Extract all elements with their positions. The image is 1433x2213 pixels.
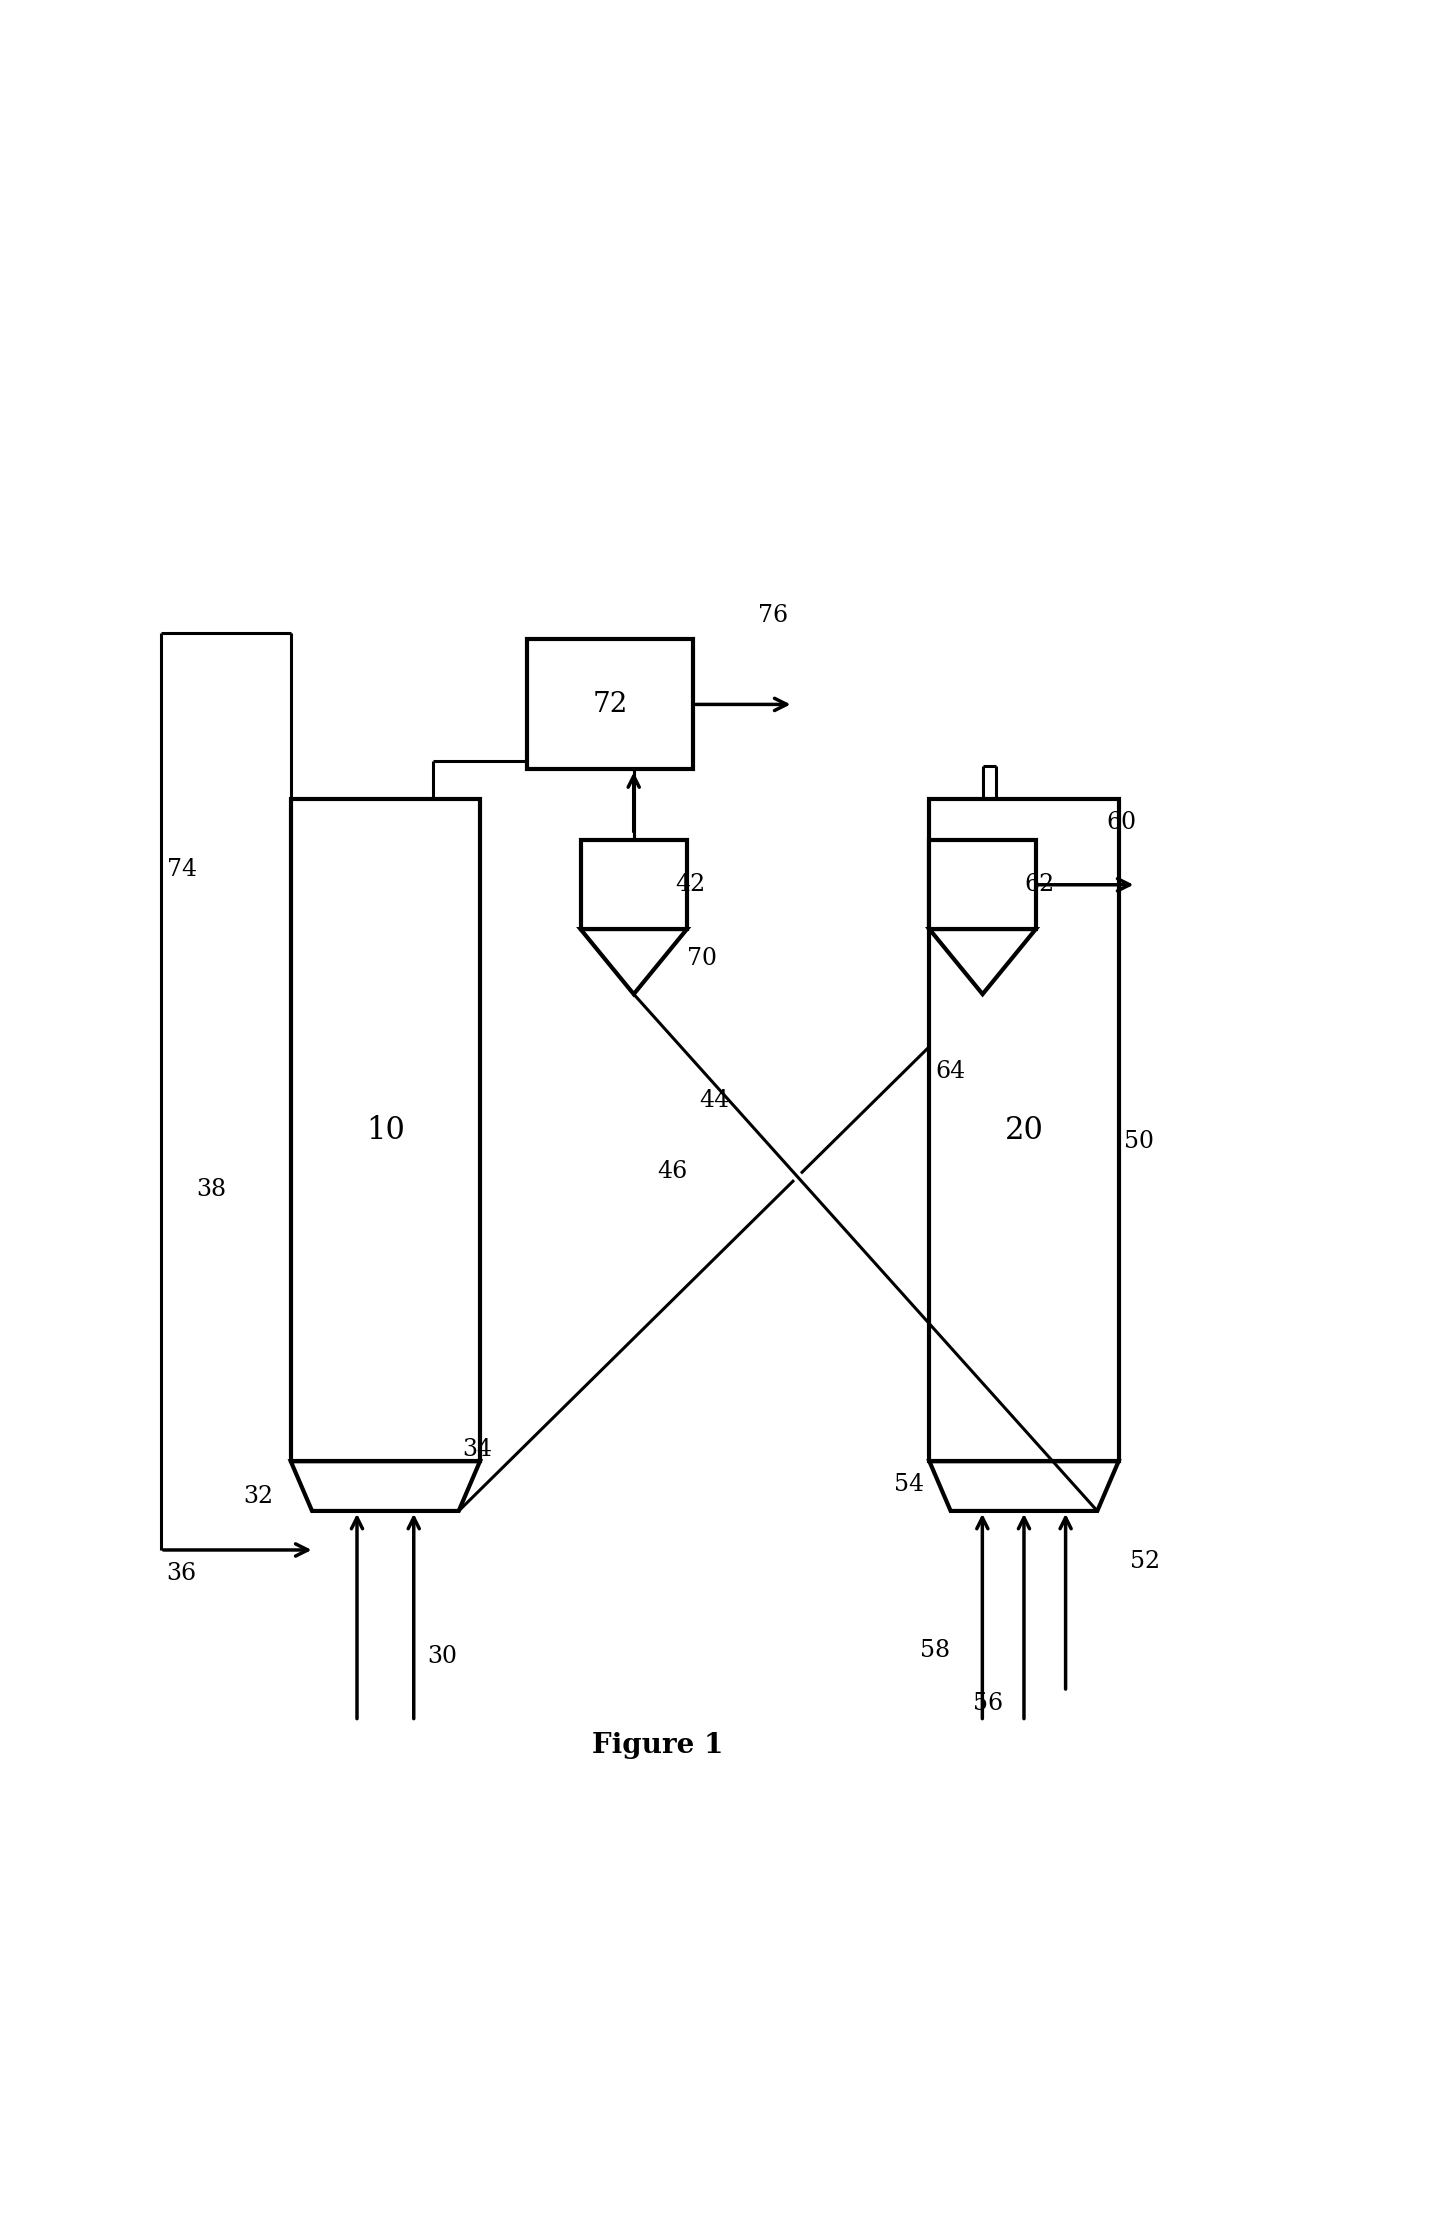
- Bar: [580, 841, 686, 929]
- Text: 38: 38: [196, 1177, 226, 1202]
- Polygon shape: [930, 929, 1036, 994]
- Text: 64: 64: [936, 1060, 966, 1082]
- Text: 62: 62: [1025, 872, 1055, 896]
- Text: Figure 1: Figure 1: [592, 1731, 724, 1759]
- Polygon shape: [580, 929, 686, 994]
- Polygon shape: [930, 1461, 1119, 1511]
- Text: 46: 46: [658, 1160, 688, 1184]
- Text: 60: 60: [1106, 812, 1136, 834]
- Text: 50: 50: [1125, 1131, 1155, 1153]
- Text: 20: 20: [1005, 1115, 1043, 1146]
- Text: 34: 34: [463, 1438, 493, 1461]
- Bar: [930, 799, 1119, 1461]
- Text: 74: 74: [166, 859, 196, 881]
- Text: 76: 76: [758, 604, 788, 626]
- Polygon shape: [291, 1461, 480, 1511]
- Text: 72: 72: [592, 690, 628, 717]
- Bar: [930, 841, 1036, 929]
- Text: 58: 58: [920, 1640, 950, 1662]
- Text: 54: 54: [894, 1474, 924, 1496]
- Text: 36: 36: [166, 1562, 196, 1585]
- Text: 44: 44: [699, 1089, 729, 1113]
- Bar: [527, 640, 692, 770]
- Text: 56: 56: [973, 1693, 1003, 1715]
- Text: 42: 42: [675, 872, 705, 896]
- Text: 70: 70: [686, 947, 716, 969]
- Text: 30: 30: [427, 1644, 457, 1669]
- Text: 10: 10: [365, 1115, 404, 1146]
- Bar: [291, 799, 480, 1461]
- Text: 32: 32: [244, 1485, 274, 1509]
- Text: 52: 52: [1131, 1551, 1161, 1573]
